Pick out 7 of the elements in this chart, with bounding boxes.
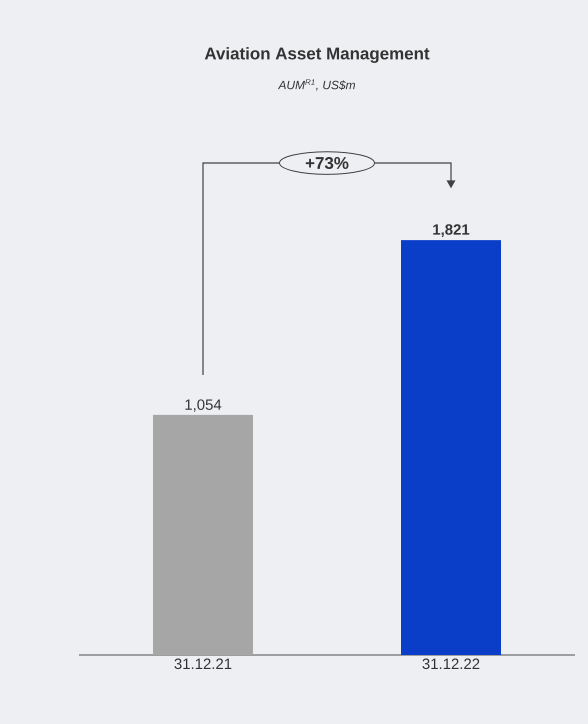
chart-subtitle: AUM$^{R1}$, US$m — [278, 79, 355, 91]
data-label: 1,821 — [433, 224, 470, 237]
x-tick-label: 31.12.22 — [422, 658, 480, 670]
text: +73% — [306, 157, 348, 170]
data-label: 1,054 — [185, 399, 222, 412]
chart-title: Aviation Asset Management — [204, 47, 430, 63]
x-tick-label: 31.12.21 — [174, 658, 232, 670]
